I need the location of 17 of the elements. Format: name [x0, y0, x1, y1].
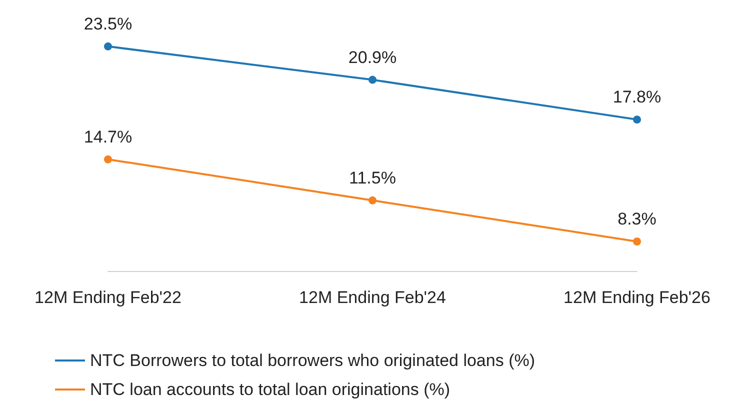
data-label: 20.9%: [348, 48, 397, 67]
data-label: 17.8%: [612, 88, 662, 107]
point: [104, 42, 112, 50]
legend-label: NTC Borrowers to total borrowers who originated loans (%): [90, 351, 536, 370]
data-label: 14.7%: [84, 127, 132, 146]
point: [368, 76, 376, 84]
data-label: 23.5%: [84, 14, 132, 34]
point: [368, 196, 376, 204]
point: [633, 116, 641, 124]
data-label: 11.5%: [349, 168, 396, 188]
point: [633, 237, 641, 246]
data-label: 8.3%: [618, 209, 656, 228]
point: [104, 155, 112, 164]
x-tick-label: 12M Ending Feb'26: [564, 288, 710, 307]
x-tick-label: 12M Ending Feb'22: [34, 288, 182, 307]
legend-label: NTC loan accounts to total loan originations (%): [90, 380, 450, 399]
x-tick-label: 12M Ending Feb'24: [299, 288, 446, 307]
